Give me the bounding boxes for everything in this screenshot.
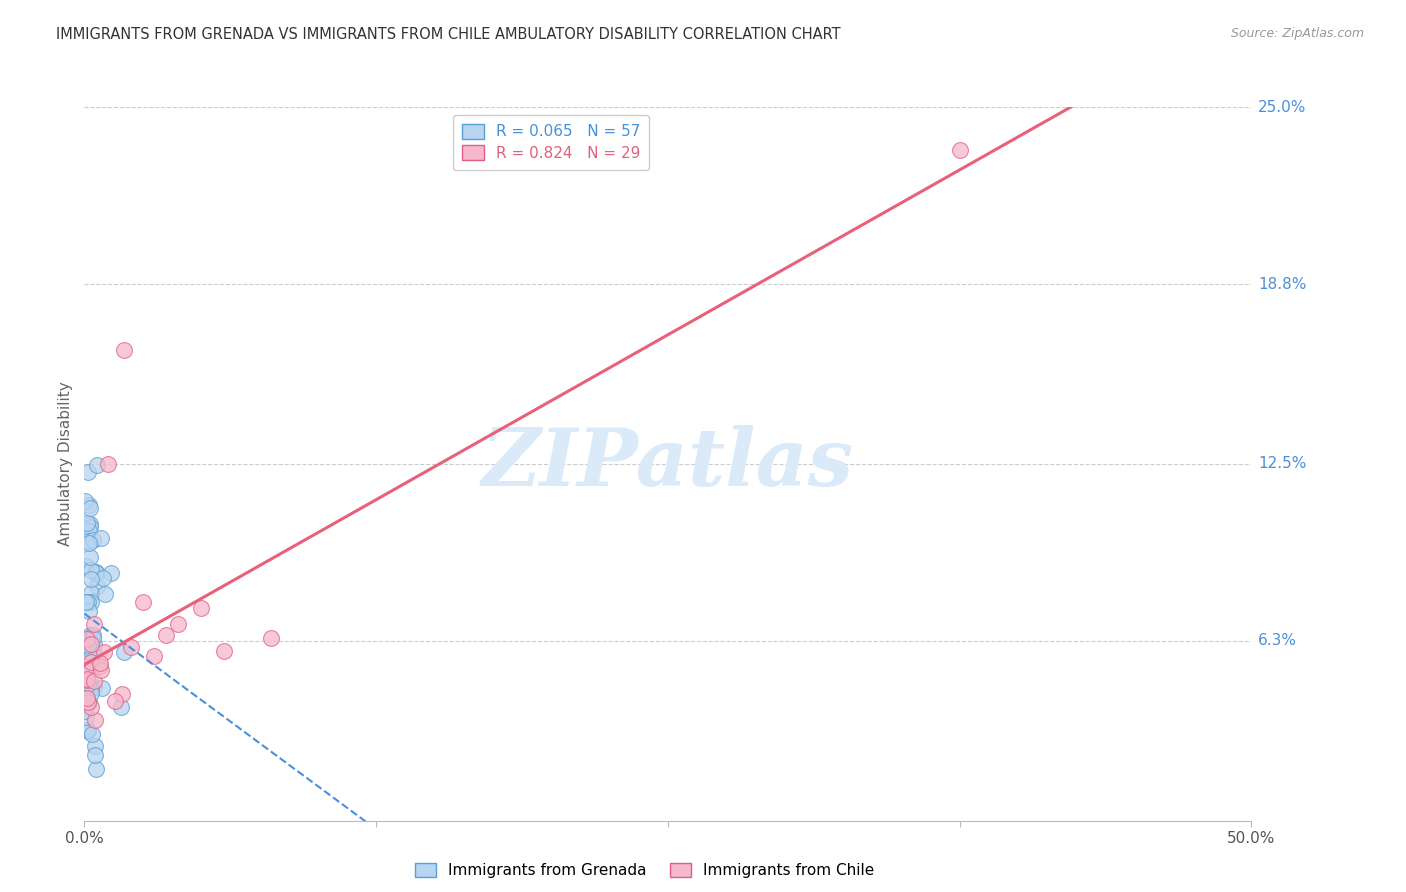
- Point: [75, 662, 97, 676]
- Point: [77, 638, 100, 652]
- Point: [77, 640, 100, 655]
- Point: [100, 566, 122, 580]
- Point: [80, 646, 103, 660]
- Y-axis label: Ambulatory Disability: Ambulatory Disability: [58, 382, 73, 546]
- Point: [76, 723, 98, 737]
- Point: [75, 595, 97, 609]
- Point: [79, 686, 101, 700]
- Point: [112, 343, 135, 357]
- Point: [84, 747, 107, 762]
- Point: [949, 143, 972, 157]
- Point: [75, 558, 97, 573]
- Point: [104, 694, 127, 708]
- Point: [75, 705, 97, 719]
- Point: [76, 690, 98, 705]
- Point: [82, 628, 104, 642]
- Point: [84, 739, 107, 753]
- Point: [77, 498, 100, 512]
- Point: [83, 617, 105, 632]
- Point: [73, 494, 96, 508]
- Point: [82, 533, 104, 547]
- Point: [110, 700, 132, 714]
- Point: [90, 664, 112, 678]
- Point: [111, 687, 134, 701]
- Point: [166, 617, 188, 632]
- Point: [260, 631, 283, 645]
- Point: [94, 587, 117, 601]
- Point: [77, 631, 100, 645]
- Point: [76, 677, 98, 691]
- Point: [80, 594, 103, 608]
- Point: [77, 465, 100, 479]
- Point: [79, 648, 101, 663]
- Point: [80, 572, 103, 586]
- Point: [91, 681, 114, 695]
- Point: [79, 665, 101, 679]
- Point: [84, 762, 107, 776]
- Point: [79, 517, 101, 532]
- Point: [190, 601, 212, 615]
- Point: [77, 695, 100, 709]
- Point: [75, 710, 97, 724]
- Point: [132, 595, 155, 609]
- Point: [76, 533, 98, 548]
- Point: [90, 531, 112, 545]
- Point: [76, 632, 98, 646]
- Text: 6.3%: 6.3%: [1258, 633, 1298, 648]
- Point: [79, 520, 101, 534]
- Point: [80, 563, 103, 577]
- Point: [82, 632, 104, 646]
- Point: [112, 645, 135, 659]
- Point: [214, 644, 236, 658]
- Point: [76, 516, 98, 530]
- Point: [80, 726, 103, 740]
- Text: ZIPatlas: ZIPatlas: [482, 425, 853, 502]
- Point: [80, 681, 103, 696]
- Point: [83, 674, 105, 689]
- Point: [86, 566, 108, 580]
- Point: [89, 659, 111, 673]
- Point: [80, 699, 103, 714]
- Point: [91, 571, 114, 585]
- Point: [76, 691, 98, 706]
- Point: [97, 457, 120, 471]
- Point: [76, 638, 98, 652]
- Point: [79, 628, 101, 642]
- Point: [80, 586, 103, 600]
- Text: 18.8%: 18.8%: [1258, 277, 1306, 292]
- Point: [84, 713, 107, 727]
- Point: [79, 550, 101, 565]
- Point: [155, 628, 177, 642]
- Point: [79, 536, 101, 550]
- Point: [79, 694, 101, 708]
- Point: [80, 637, 103, 651]
- Legend: Immigrants from Grenada, Immigrants from Chile: Immigrants from Grenada, Immigrants from…: [409, 857, 880, 884]
- Point: [143, 648, 166, 663]
- Point: [80, 655, 103, 669]
- Point: [77, 595, 100, 609]
- Point: [76, 673, 98, 687]
- Point: [83, 637, 105, 651]
- Point: [76, 673, 98, 687]
- Point: [86, 458, 108, 473]
- Point: [82, 645, 104, 659]
- Point: [86, 565, 108, 579]
- Text: Source: ZipAtlas.com: Source: ZipAtlas.com: [1230, 27, 1364, 40]
- Point: [79, 500, 101, 515]
- Text: 25.0%: 25.0%: [1258, 100, 1306, 114]
- Point: [89, 656, 111, 670]
- Text: IMMIGRANTS FROM GRENADA VS IMMIGRANTS FROM CHILE AMBULATORY DISABILITY CORRELATI: IMMIGRANTS FROM GRENADA VS IMMIGRANTS FR…: [56, 27, 841, 42]
- Point: [76, 724, 98, 739]
- Point: [83, 680, 105, 694]
- Point: [93, 645, 115, 659]
- Text: 12.5%: 12.5%: [1258, 457, 1306, 471]
- Point: [86, 579, 108, 593]
- Point: [79, 604, 101, 618]
- Point: [77, 524, 100, 539]
- Point: [120, 640, 142, 654]
